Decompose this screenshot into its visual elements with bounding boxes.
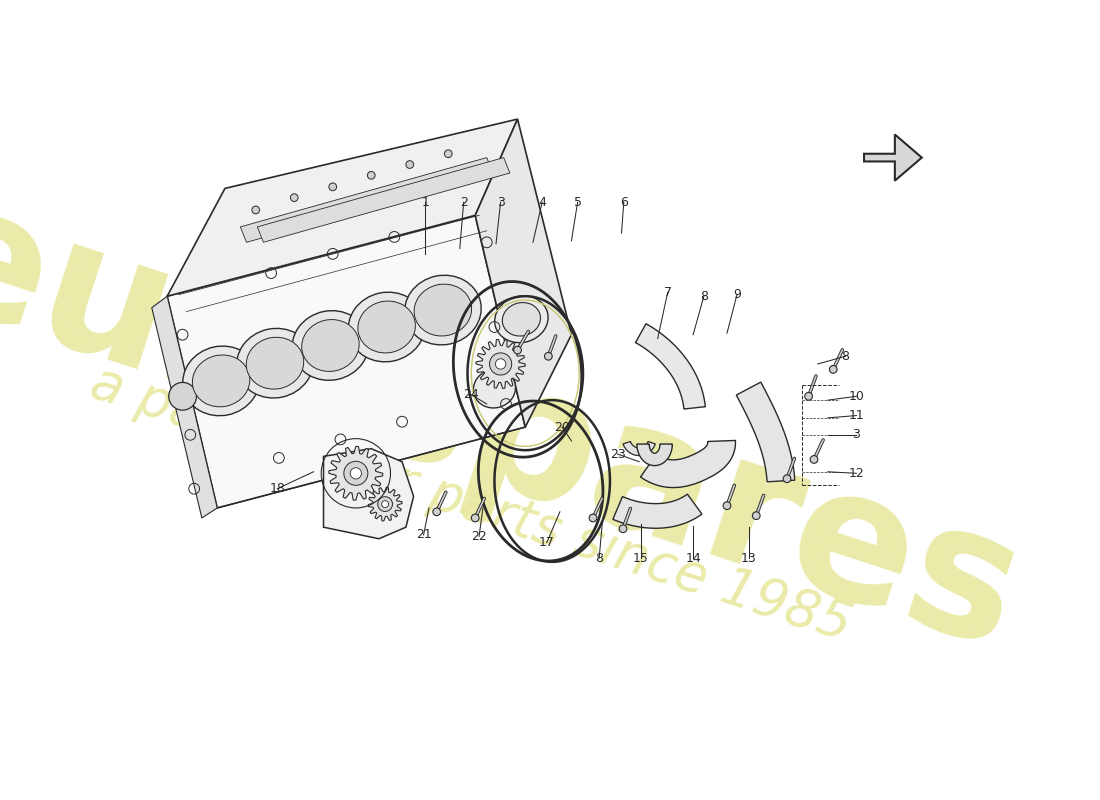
Polygon shape bbox=[167, 215, 526, 508]
Circle shape bbox=[752, 512, 760, 519]
Circle shape bbox=[619, 525, 627, 533]
Text: 3: 3 bbox=[497, 196, 505, 209]
Text: 14: 14 bbox=[685, 551, 701, 565]
Ellipse shape bbox=[246, 338, 304, 389]
Polygon shape bbox=[865, 134, 922, 181]
Ellipse shape bbox=[358, 301, 416, 353]
Text: 18: 18 bbox=[270, 482, 285, 495]
Circle shape bbox=[495, 358, 506, 369]
Circle shape bbox=[444, 150, 452, 158]
Polygon shape bbox=[476, 339, 526, 389]
Text: 11: 11 bbox=[848, 409, 865, 422]
Ellipse shape bbox=[495, 296, 548, 342]
Text: 12: 12 bbox=[848, 467, 865, 480]
Polygon shape bbox=[736, 382, 794, 482]
Circle shape bbox=[350, 468, 362, 479]
Text: 6: 6 bbox=[620, 196, 628, 209]
Polygon shape bbox=[613, 494, 702, 528]
Polygon shape bbox=[241, 158, 493, 242]
Text: 8: 8 bbox=[595, 551, 603, 565]
Circle shape bbox=[829, 366, 837, 373]
Polygon shape bbox=[329, 446, 383, 500]
Circle shape bbox=[810, 455, 818, 463]
Text: 13: 13 bbox=[740, 551, 757, 565]
Polygon shape bbox=[623, 442, 656, 455]
Text: 23: 23 bbox=[609, 447, 626, 461]
Circle shape bbox=[590, 514, 597, 522]
Circle shape bbox=[432, 508, 440, 516]
Text: 8: 8 bbox=[700, 290, 708, 302]
Text: 7: 7 bbox=[663, 286, 672, 299]
Ellipse shape bbox=[301, 319, 360, 371]
Text: 15: 15 bbox=[632, 551, 649, 565]
Ellipse shape bbox=[192, 355, 250, 407]
Circle shape bbox=[290, 194, 298, 202]
Polygon shape bbox=[323, 449, 414, 538]
Text: 20: 20 bbox=[554, 421, 570, 434]
Circle shape bbox=[382, 501, 388, 507]
Polygon shape bbox=[368, 487, 402, 521]
Circle shape bbox=[344, 462, 367, 486]
Ellipse shape bbox=[293, 310, 368, 380]
Text: a passion for parts since 1985: a passion for parts since 1985 bbox=[85, 356, 858, 652]
Text: 17: 17 bbox=[539, 536, 554, 549]
Circle shape bbox=[723, 502, 730, 510]
Polygon shape bbox=[257, 158, 510, 242]
Text: eurospares: eurospares bbox=[0, 167, 1042, 687]
Text: 5: 5 bbox=[573, 196, 582, 209]
Text: 4: 4 bbox=[538, 196, 546, 209]
Text: 10: 10 bbox=[848, 390, 865, 403]
Polygon shape bbox=[636, 324, 705, 409]
Circle shape bbox=[329, 183, 337, 190]
Text: 3: 3 bbox=[852, 428, 860, 442]
Ellipse shape bbox=[414, 284, 472, 336]
Circle shape bbox=[544, 353, 552, 360]
Ellipse shape bbox=[183, 346, 260, 416]
Text: 21: 21 bbox=[416, 529, 431, 542]
Circle shape bbox=[377, 497, 393, 511]
Ellipse shape bbox=[405, 275, 481, 345]
Circle shape bbox=[168, 382, 197, 410]
Circle shape bbox=[783, 475, 791, 482]
Circle shape bbox=[252, 206, 260, 214]
Circle shape bbox=[805, 393, 813, 400]
Text: 2: 2 bbox=[460, 196, 467, 209]
Polygon shape bbox=[637, 444, 672, 466]
Text: 9: 9 bbox=[733, 288, 741, 301]
Text: 24: 24 bbox=[463, 388, 480, 402]
Polygon shape bbox=[640, 441, 736, 487]
Circle shape bbox=[471, 514, 480, 522]
Text: 22: 22 bbox=[471, 530, 487, 543]
Ellipse shape bbox=[473, 370, 516, 408]
Ellipse shape bbox=[236, 328, 314, 398]
Circle shape bbox=[490, 353, 512, 375]
Polygon shape bbox=[475, 119, 572, 427]
Circle shape bbox=[514, 346, 521, 354]
Ellipse shape bbox=[503, 302, 540, 336]
Text: 1: 1 bbox=[421, 196, 429, 209]
Polygon shape bbox=[167, 119, 517, 296]
Polygon shape bbox=[152, 296, 218, 518]
Text: 8: 8 bbox=[842, 350, 849, 362]
Circle shape bbox=[406, 161, 414, 168]
Ellipse shape bbox=[349, 292, 425, 362]
Circle shape bbox=[367, 171, 375, 179]
